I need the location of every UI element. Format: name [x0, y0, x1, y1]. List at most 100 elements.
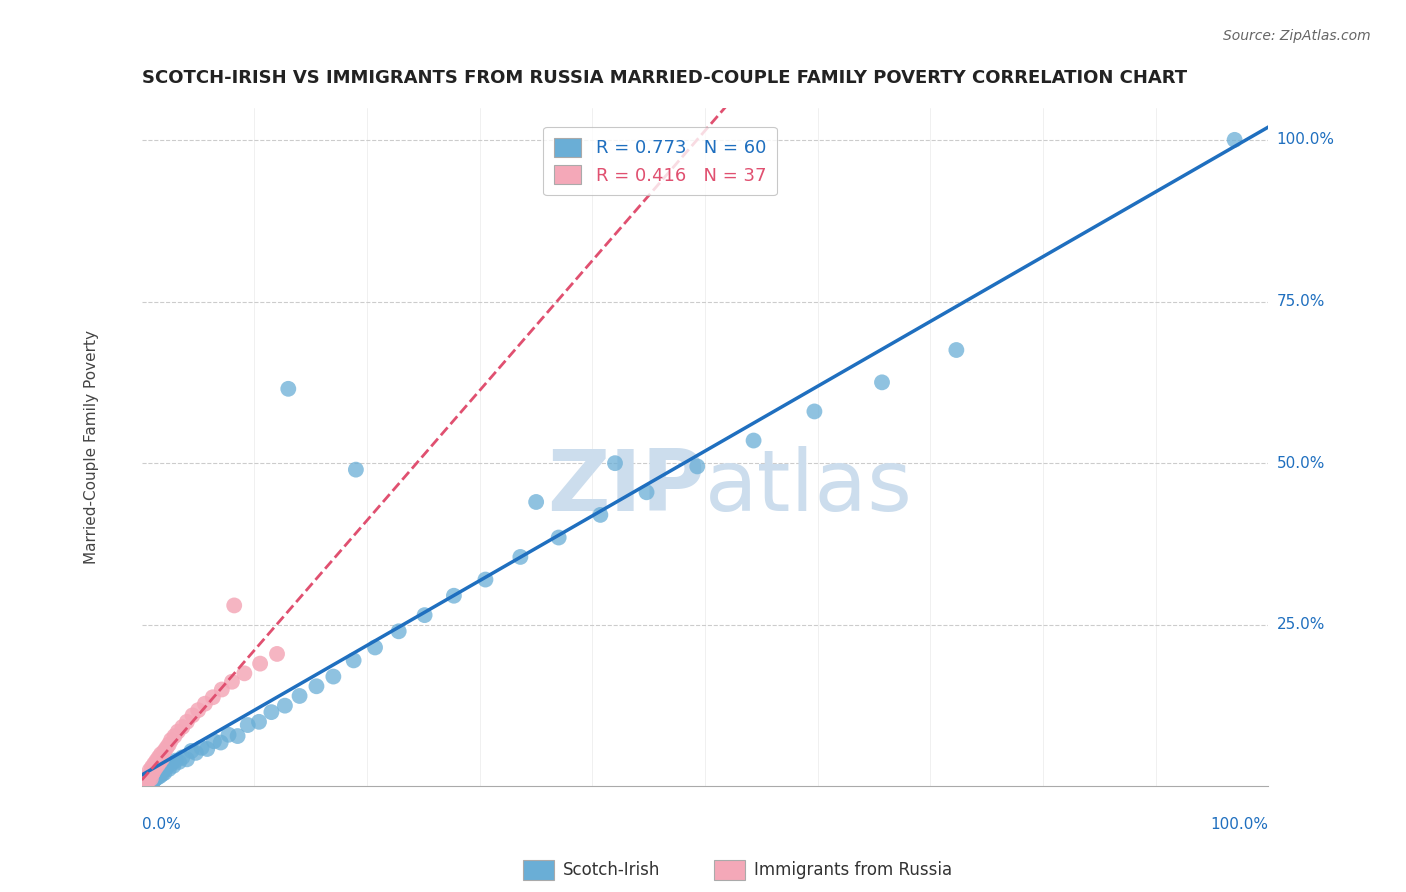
Point [138, 772, 160, 787]
Point [138, 776, 160, 790]
Point [138, 764, 160, 778]
Point [945, 343, 967, 357]
Point [142, 774, 165, 789]
Point [135, 776, 157, 790]
Text: atlas: atlas [706, 446, 912, 529]
Text: 0.0%: 0.0% [142, 817, 180, 832]
Point [176, 714, 198, 729]
Point [149, 769, 172, 783]
Point [148, 750, 170, 764]
Point [139, 772, 162, 786]
Point [138, 768, 160, 782]
Point [156, 760, 179, 774]
Point [209, 735, 232, 749]
Point [143, 772, 166, 787]
Point [143, 761, 166, 775]
Point [266, 647, 288, 661]
Point [167, 755, 190, 769]
Point [305, 679, 328, 693]
Point [233, 666, 256, 681]
Point [870, 376, 893, 390]
Point [274, 698, 297, 713]
Text: SCOTCH-IRISH VS IMMIGRANTS FROM RUSSIA MARRIED-COUPLE FAMILY POVERTY CORRELATION: SCOTCH-IRISH VS IMMIGRANTS FROM RUSSIA M… [142, 69, 1187, 87]
FancyBboxPatch shape [714, 860, 745, 880]
Point [288, 689, 311, 703]
Point [160, 733, 183, 747]
Point [474, 573, 496, 587]
Text: Source: ZipAtlas.com: Source: ZipAtlas.com [1223, 29, 1371, 44]
Text: Scotch-Irish: Scotch-Irish [562, 861, 659, 879]
Point [364, 640, 387, 655]
Point [277, 382, 299, 396]
Point [143, 772, 166, 786]
Point [136, 770, 159, 784]
Point [139, 775, 162, 789]
Point [211, 682, 233, 697]
Point [148, 766, 170, 780]
Point [589, 508, 612, 522]
Point [142, 770, 165, 784]
Point [141, 775, 163, 789]
Point [224, 599, 246, 613]
Point [636, 485, 658, 500]
Point [260, 705, 283, 719]
Point [226, 729, 249, 743]
Point [143, 756, 166, 771]
Point [153, 744, 176, 758]
Point [142, 765, 165, 780]
Point [187, 703, 209, 717]
Point [145, 768, 167, 782]
Point [172, 750, 194, 764]
Point [162, 759, 184, 773]
Point [180, 744, 202, 758]
Point [343, 653, 366, 667]
Point [150, 767, 173, 781]
Point [742, 434, 765, 448]
Point [184, 746, 207, 760]
Point [388, 624, 411, 639]
Point [167, 724, 190, 739]
Text: 25.0%: 25.0% [1277, 617, 1324, 632]
Point [145, 754, 167, 768]
Point [149, 755, 172, 769]
Point [218, 728, 240, 742]
Point [149, 765, 172, 780]
Point [190, 740, 212, 755]
Text: 75.0%: 75.0% [1277, 294, 1324, 309]
Point [165, 754, 187, 768]
Point [152, 764, 174, 778]
Point [181, 708, 204, 723]
FancyBboxPatch shape [523, 860, 554, 880]
Point [603, 456, 626, 470]
Point [803, 404, 825, 418]
Point [138, 777, 160, 791]
Text: 50.0%: 50.0% [1277, 456, 1324, 471]
Point [172, 720, 194, 734]
Point [236, 718, 259, 732]
Point [157, 762, 180, 776]
Point [344, 463, 367, 477]
Point [156, 740, 179, 755]
Point [509, 549, 531, 564]
Point [134, 778, 156, 792]
Point [141, 760, 163, 774]
Point [249, 657, 271, 671]
Point [141, 766, 163, 780]
Point [153, 765, 176, 780]
Point [150, 752, 173, 766]
Point [136, 778, 159, 792]
Point [146, 771, 169, 785]
Text: Married-Couple Family Poverty: Married-Couple Family Poverty [83, 330, 98, 564]
Point [202, 734, 225, 748]
Point [195, 742, 218, 756]
Point [157, 738, 180, 752]
Point [163, 729, 186, 743]
Point [1223, 133, 1246, 147]
Point [136, 774, 159, 789]
Legend: R = 0.773   N = 60, R = 0.416   N = 37: R = 0.773 N = 60, R = 0.416 N = 37 [543, 127, 778, 195]
Point [247, 714, 270, 729]
Point [201, 690, 224, 705]
Point [322, 669, 344, 683]
Point [160, 756, 183, 771]
Text: 100.0%: 100.0% [1277, 132, 1334, 147]
